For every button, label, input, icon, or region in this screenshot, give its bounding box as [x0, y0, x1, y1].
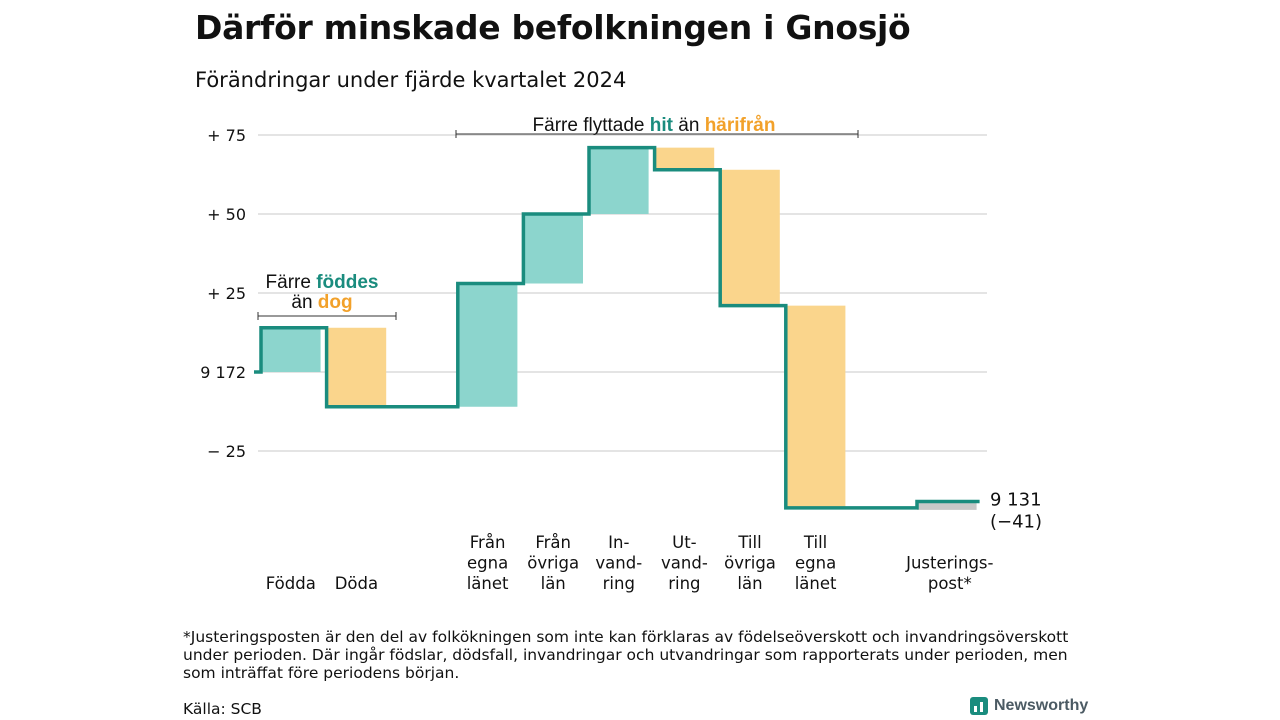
step-line: [254, 145, 980, 510]
y-axis-labels: + 75 + 50 + 25 9 172 − 25 9 131(−41): [200, 126, 1042, 533]
category-label: län: [541, 574, 566, 593]
category-label: Döda: [335, 574, 378, 593]
category-label: län: [737, 574, 762, 593]
brand-logo: Newsworthy: [970, 697, 1088, 715]
migration-in-highlight: hit: [650, 115, 674, 136]
category-label: länet: [467, 574, 509, 593]
y-tick-label: 9 172: [200, 363, 246, 382]
bar-increase: [261, 327, 321, 372]
category-labels: Födda DödaFrånegnalänetFrånövrigalänIn-va…: [266, 533, 994, 593]
migration-annotation: Färre flyttade hit än härifrån: [533, 115, 776, 136]
category-label: vand-: [661, 554, 708, 573]
end-change-label: (−41): [990, 512, 1042, 533]
category-label: In-: [608, 533, 629, 552]
births-highlight: föddes: [316, 272, 378, 293]
source-label: Källa: SCB: [183, 700, 262, 718]
migration-out-highlight: härifrån: [705, 115, 776, 136]
bar-increase: [523, 214, 583, 284]
chart-title: Därför minskade befolkningen i Gnosjö: [195, 8, 911, 47]
bar-increase: [457, 283, 518, 407]
deaths-highlight: dog: [318, 292, 353, 313]
bar-adjustment: [917, 501, 977, 510]
category-label: länet: [795, 574, 837, 593]
category-label: övriga: [724, 554, 776, 573]
bar-decrease: [720, 169, 780, 306]
category-label: ring: [603, 574, 635, 593]
bar-decrease: [654, 147, 715, 170]
bar-increase: [589, 147, 649, 214]
y-tick-label: + 50: [207, 205, 246, 224]
category-label: Till: [803, 533, 827, 552]
brand-name: Newsworthy: [994, 697, 1089, 714]
category-label: Från: [470, 533, 506, 552]
chart-subtitle: Förändringar under fjärde kvartalet 2024: [195, 68, 627, 92]
footnote: *Justeringsposten är den del av folkökni…: [183, 628, 1069, 682]
category-label: Ut-: [672, 533, 697, 552]
cumulative-line: [258, 145, 980, 510]
category-label: Justerings-: [905, 554, 993, 573]
category-label: egna: [795, 554, 836, 573]
y-tick-label: + 75: [207, 126, 246, 145]
bar-decrease: [785, 305, 846, 508]
bar-decrease: [326, 327, 387, 407]
category-label: Från: [535, 533, 571, 552]
newsworthy-icon: [970, 697, 988, 715]
births-annotation-line1: Färre föddes: [266, 272, 379, 293]
y-tick-label: − 25: [207, 442, 246, 461]
bars: [261, 147, 977, 510]
births-annotation-line2: än dog: [291, 292, 352, 313]
category-label: ring: [668, 574, 700, 593]
y-tick-label: + 25: [207, 284, 246, 303]
category-label: egna: [467, 554, 508, 573]
category-label: vand-: [595, 554, 642, 573]
category-label: Födda: [266, 574, 316, 593]
category-label: Till: [737, 533, 761, 552]
category-label: övriga: [527, 554, 579, 573]
category-label: post*: [928, 574, 972, 593]
end-value-label: 9 131: [990, 490, 1042, 511]
waterfall-chart: + 75 + 50 + 25 9 172 − 25 9 131(−41) Födda Död…: [200, 115, 1042, 593]
